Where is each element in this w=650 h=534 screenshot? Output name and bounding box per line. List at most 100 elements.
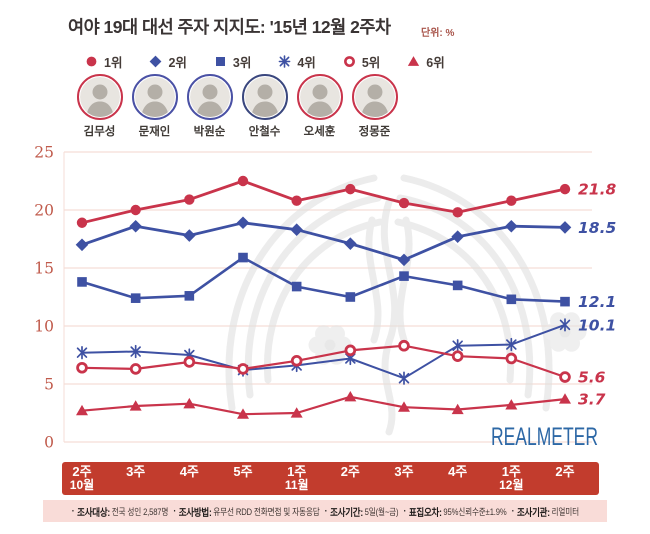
x-tick-1: 2주 10월 (57, 462, 107, 492)
legend-item-rank-4: 4위 (277, 52, 316, 71)
x-tick-10: 2주 (540, 462, 590, 479)
candidate-photo (186, 74, 233, 120)
legend-label: 4위 (297, 56, 316, 70)
legend-item-rank-3: 3위 (213, 52, 251, 71)
bullet-icon: · (172, 505, 176, 517)
footnote-value: 95%신뢰수준±1.9% (443, 506, 507, 517)
page-title: 여야 19대 대선 주자 지지도: '15년 12월 2주차 (68, 17, 391, 37)
x-tick-week: 4주 (179, 464, 199, 479)
candidate-photo (351, 74, 398, 120)
y-tick-label: 10 (34, 318, 54, 336)
x-tick-week: 4주 (448, 464, 468, 479)
asterisk-marker-icon (279, 55, 291, 68)
triangle-marker-icon (408, 56, 420, 66)
open-circle-marker-icon (343, 56, 355, 67)
series-rank-5 (76, 339, 571, 383)
end-value-labels: 21.8 18.5 12.1 10.1 5.6 3.7 (578, 181, 616, 409)
legend-label: 6위 (426, 56, 445, 70)
candidate-name: 문재인 (138, 126, 171, 138)
x-tick-6: 2주 (325, 462, 375, 479)
footnote-label: 조사기관: (516, 507, 550, 519)
end-value-label-rank-2: 18.5 (578, 219, 616, 237)
candidate-name: 오세훈 (303, 126, 336, 138)
x-axis-bar: 2주 10월 3주 4주 5주 1주 11월 2주 3주 4주 1주 12월 2주 (62, 462, 599, 495)
survey-footnote: · 조사대상: 전국 성인 2,587명 · 조사방법: 유무선 RDD 전화면접 및 자… (43, 500, 607, 522)
candidate-item: 문재인 (127, 74, 182, 139)
x-tick-month: 12월 (499, 478, 524, 492)
x-tick-week: 2주 (340, 464, 360, 479)
legend-item-rank-2: 2위 (148, 52, 187, 71)
end-value-label-rank-6: 3.7 (578, 391, 606, 409)
x-tick-4: 5주 (218, 462, 268, 479)
footnote-value: 전국 성인 2,587명 (111, 506, 168, 517)
x-tick-5: 1주 11월 (272, 462, 322, 492)
footnote-label: 조사방법: (178, 507, 212, 519)
y-tick-label: 5 (44, 376, 54, 394)
x-tick-week: 1주 (501, 464, 521, 479)
x-tick-week: 2주 (72, 464, 92, 479)
candidate-photo (241, 74, 288, 120)
legend-item-rank-6: 6위 (406, 52, 445, 71)
x-tick-7: 3주 (379, 462, 429, 479)
candidate-item: 정몽준 (347, 74, 402, 139)
candidate-photo (131, 74, 178, 120)
footnote-value: 리얼미터 (551, 506, 579, 517)
x-tick-week: 3주 (394, 464, 414, 479)
candidate-item: 김무성 (72, 74, 127, 139)
x-tick-week: 5주 (233, 464, 253, 479)
x-tick-week: 2주 (555, 464, 575, 479)
bullet-icon: · (403, 505, 406, 517)
end-value-label-rank-1: 21.8 (578, 181, 616, 199)
footnote-label: 표집오차: (408, 507, 442, 519)
candidate-item: 안철수 (237, 74, 292, 139)
square-marker-icon (215, 57, 225, 66)
footnote-item: · 조사기관: 리얼미터 (511, 504, 579, 519)
candidate-name: 김무성 (83, 126, 116, 138)
watermark-emblem-icon (225, 174, 587, 436)
x-tick-8: 4주 (433, 462, 483, 479)
y-tick-label: 0 (44, 434, 54, 452)
chart-area: 0 5 10 15 20 25 21.8 18.5 12.1 10.1 5.6 3.7 (0, 140, 650, 460)
legend-label: 1위 (104, 56, 123, 70)
x-tick-9: 1주 12월 (486, 462, 536, 492)
legend-item-rank-5: 5위 (342, 52, 380, 71)
y-tick-label: 20 (34, 202, 54, 220)
survey-footnote-items: · 조사대상: 전국 성인 2,587명 · 조사방법: 유무선 RDD 전화면접 및 자… (69, 504, 581, 519)
person-silhouette-icon (354, 77, 395, 117)
realmeter-logo: REALMETER (491, 423, 598, 451)
footnote-item: · 표집오차: 95%신뢰수준±1.9% (403, 504, 506, 519)
footnote-label: 조사대상: (76, 507, 110, 519)
footnote-item: · 조사기간: 5일(월~금) (324, 504, 398, 519)
person-silhouette-icon (79, 77, 120, 117)
legend-label: 5위 (361, 56, 381, 70)
footnote-value: 유무선 RDD 전화면접 및 자동응답 (212, 506, 320, 517)
candidate-photo (76, 74, 123, 120)
x-tick-week: 1주 (287, 464, 307, 479)
y-tick-label: 25 (34, 144, 54, 162)
bullet-icon: · (511, 505, 515, 517)
candidate-name: 박원순 (193, 126, 226, 138)
series-rank-1 (76, 175, 571, 228)
end-value-label-rank-3: 12.1 (578, 293, 616, 311)
footnote-item: · 조사방법: 유무선 RDD 전화면접 및 자동응답 (173, 504, 319, 519)
end-value-label-rank-5: 5.6 (578, 369, 606, 387)
y-axis-ticks: 0 5 10 15 20 25 (34, 144, 54, 452)
x-tick-month: 11월 (284, 478, 309, 492)
candidate-name: 정몽준 (358, 126, 391, 138)
x-tick-3: 4주 (164, 462, 214, 479)
candidate-name: 안철수 (248, 126, 281, 138)
bullet-icon: · (71, 505, 75, 517)
candidate-item: 박원순 (182, 74, 237, 139)
legend-label: 3위 (232, 56, 252, 70)
candidate-photo (296, 74, 343, 120)
x-tick-week: 3주 (126, 464, 146, 479)
footnote-item: · 조사대상: 전국 성인 2,587명 (71, 504, 168, 519)
footnote-value: 5일(월~금) (364, 506, 399, 517)
circle-marker-icon (86, 56, 97, 67)
line-chart: 0 5 10 15 20 25 21.8 18.5 12.1 10.1 5.6 3.7 (34, 144, 616, 452)
legend: 1위 2위 3위 4위 5위 6위 (84, 52, 445, 71)
series-rank-3 (77, 252, 570, 307)
unit-label: 단위: % (421, 28, 455, 39)
candidate-row: 김무성 문재인 박원순 안철수 오세훈 정몽준 (72, 74, 402, 139)
